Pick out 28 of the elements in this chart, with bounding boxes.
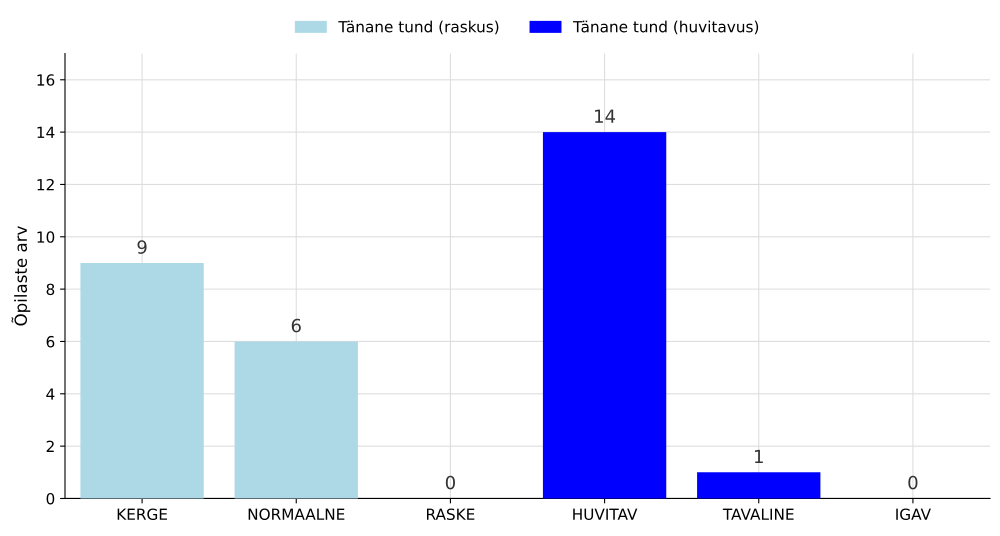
legend-label: Tänane tund (raskus) [338, 20, 498, 34]
x-tick-label: RASKE [427, 508, 474, 520]
x-tick-label: KERGE [118, 508, 167, 520]
data-label: 6 [292, 318, 301, 332]
y-tick-label: 14 [38, 126, 54, 138]
bar [234, 341, 358, 498]
data-label: 9 [137, 240, 147, 254]
y-axis-title: Õpilaste arv [12, 226, 30, 326]
bar [697, 472, 820, 498]
x-tick-label: IGAV [896, 508, 931, 520]
data-label: 0 [446, 476, 455, 490]
y-tick-label: 8 [46, 284, 54, 296]
x-tick-label: NORMAALNE [248, 508, 344, 520]
y-tick-label: 6 [46, 336, 54, 348]
y-tick-label: 0 [46, 492, 54, 504]
data-label: 0 [908, 476, 918, 490]
bar [80, 262, 204, 498]
bar [542, 132, 666, 498]
y-tick-label: 12 [38, 178, 54, 190]
y-tick-label: 10 [38, 231, 54, 243]
data-label: 1 [754, 450, 763, 463]
x-tick-label: HUVITAV [573, 508, 638, 520]
data-label: 14 [595, 110, 616, 123]
y-tick-label: 16 [38, 74, 54, 86]
x-tick-label: TAVALINE [722, 508, 794, 520]
y-tick-label: 2 [46, 440, 54, 452]
y-tick-label: 4 [46, 388, 54, 400]
legend-label: Tänane tund (huvitavus) [572, 20, 758, 34]
